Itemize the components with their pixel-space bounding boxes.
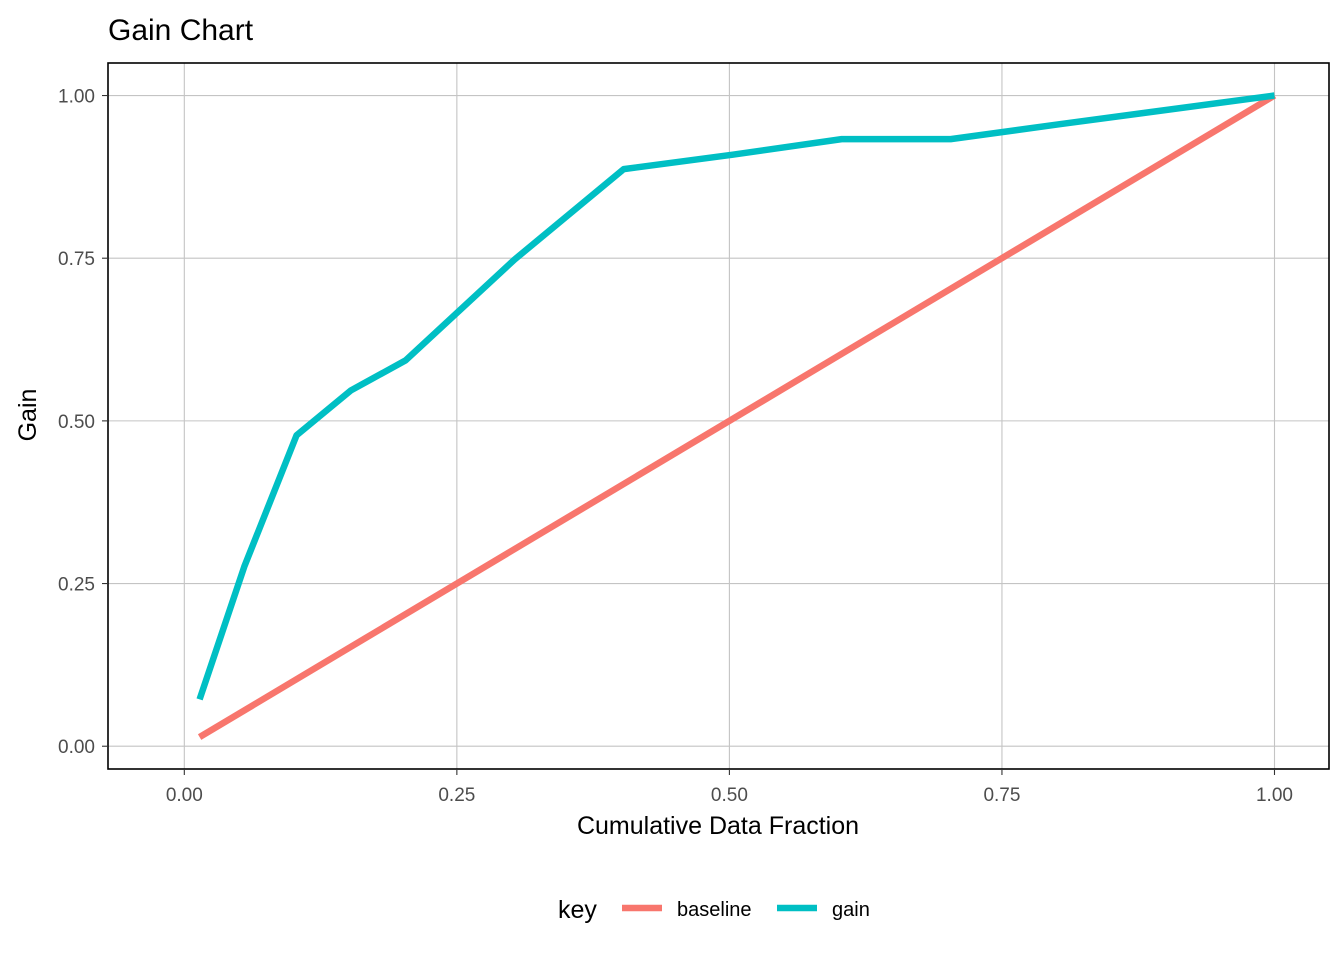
series-line-baseline bbox=[197, 92, 1277, 740]
x-tick-label: 0.75 bbox=[983, 785, 1020, 806]
legend-title: key bbox=[558, 896, 597, 924]
y-tick-label: 0.75 bbox=[58, 249, 95, 270]
legend-label-baseline: baseline bbox=[677, 899, 752, 921]
chart-title: Gain Chart bbox=[108, 14, 254, 47]
plot-panel-border bbox=[107, 62, 1330, 770]
x-tick-label: 1.00 bbox=[1256, 785, 1293, 806]
y-tick-label: 0.25 bbox=[58, 575, 95, 596]
x-tick-label: 0.50 bbox=[711, 785, 748, 806]
x-tick-label: 0.25 bbox=[438, 785, 475, 806]
legend: key baseline gain bbox=[558, 896, 870, 924]
legend-label-gain: gain bbox=[832, 899, 870, 921]
series-line-gain bbox=[196, 92, 1275, 701]
y-tick-label: 0.00 bbox=[58, 737, 95, 758]
y-tick-label: 0.50 bbox=[58, 412, 95, 433]
legend-items: baseline gain bbox=[622, 899, 870, 921]
y-tick-label: 1.00 bbox=[58, 87, 95, 108]
x-axis-title: Cumulative Data Fraction bbox=[577, 812, 859, 840]
y-axis: 0.00 0.25 0.50 0.75 1.00 bbox=[58, 87, 108, 758]
series-lines bbox=[196, 92, 1277, 740]
x-tick-label: 0.00 bbox=[166, 785, 203, 806]
y-axis-title: Gain bbox=[14, 389, 42, 442]
x-axis: 0.00 0.25 0.50 0.75 1.00 bbox=[166, 769, 1293, 806]
